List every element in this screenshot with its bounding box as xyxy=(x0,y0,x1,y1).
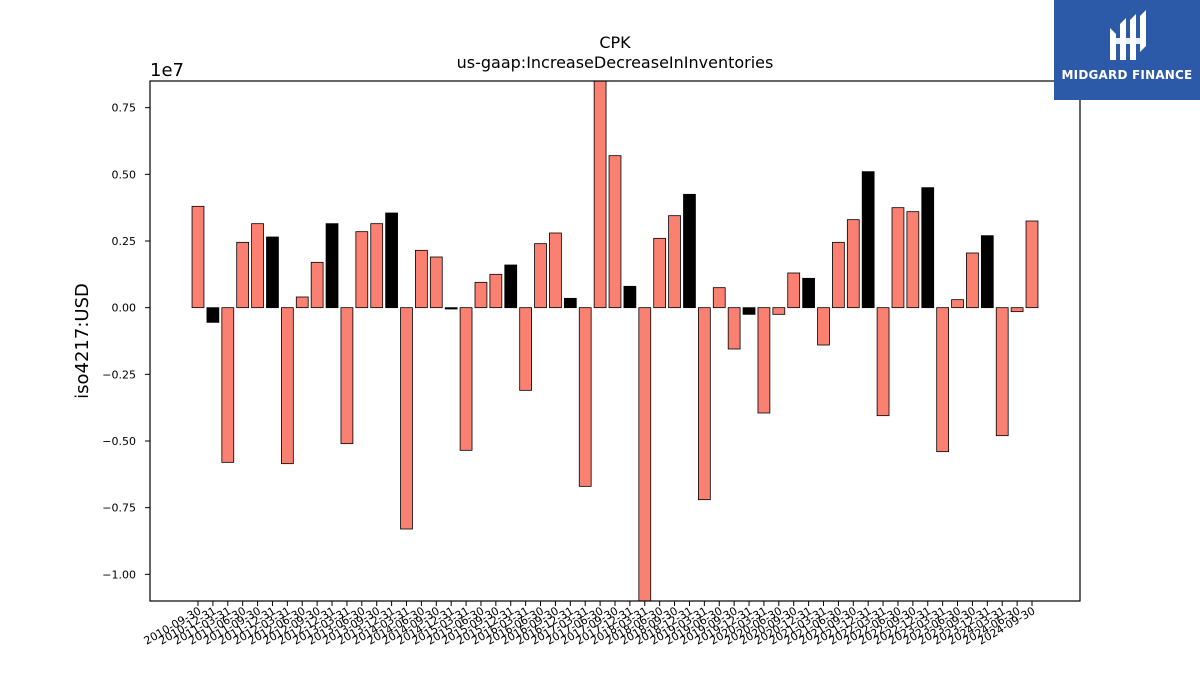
bar-2019-06-30 xyxy=(712,287,726,309)
bar-2016-12-31 xyxy=(563,297,577,309)
bar-2013-12-31 xyxy=(385,212,398,309)
bar-2014-12-31 xyxy=(444,307,458,310)
bar-2019-12-31 xyxy=(742,307,756,315)
bar-2012-03-31 xyxy=(280,307,294,465)
bar-2020-06-30 xyxy=(772,307,786,315)
y-tick-label: 0.75 xyxy=(112,102,137,115)
chart-subtitle: us-gaap:IncreaseDecreaseInInventories xyxy=(457,53,774,72)
bar-2023-09-30 xyxy=(966,252,979,309)
bar-2015-03-31 xyxy=(459,307,473,451)
bar-2022-06-30 xyxy=(891,207,905,309)
bar-2020-03-31 xyxy=(757,307,771,414)
bar-2015-12-31 xyxy=(504,264,518,309)
y-tick-label: −1.00 xyxy=(102,568,136,581)
bar-2011-09-30 xyxy=(251,223,264,309)
bar-2019-09-30 xyxy=(727,307,741,350)
bar-2013-06-30 xyxy=(355,231,369,309)
y-tick-label: −0.75 xyxy=(102,502,136,515)
plot-frame xyxy=(149,80,1081,602)
y-axis: 0.75 0.50 0.25 0.00 −0.25 −0.50 −0.75 −1.00 xyxy=(102,102,150,581)
bar-2018-06-30 xyxy=(653,237,667,309)
y-axis-label: iso4217:USD xyxy=(72,283,93,399)
bar-2010-12-31 xyxy=(206,307,220,323)
midgard-logo-icon xyxy=(1110,10,1146,60)
bar-2017-06-30 xyxy=(593,80,607,309)
bar-2018-09-30 xyxy=(668,215,681,309)
y-tick-label: 0.50 xyxy=(112,168,137,181)
bar-2024-09-30 xyxy=(1025,220,1039,309)
bar-2016-09-30 xyxy=(549,232,562,309)
x-axis: 2010-09-302010-12-312011-03-312011-06-30… xyxy=(142,601,1038,648)
bar-2018-03-31 xyxy=(638,307,652,602)
bar-2023-12-31 xyxy=(980,235,994,309)
chart-title: CPK xyxy=(599,33,631,52)
y-tick-label: −0.25 xyxy=(102,368,136,381)
bar-2021-06-30 xyxy=(832,241,845,309)
bar-2020-12-31 xyxy=(802,277,815,309)
y-axis-offset-label: 1e7 xyxy=(150,60,184,81)
bar-2014-09-30 xyxy=(429,256,443,309)
bar-2024-03-31 xyxy=(995,307,1009,437)
bars-group xyxy=(191,80,1039,602)
bar-2017-03-31 xyxy=(578,307,592,487)
bar-2022-12-31 xyxy=(921,187,935,309)
bar-2019-03-31 xyxy=(698,307,711,501)
y-tick-label: −0.50 xyxy=(102,435,136,448)
bar-2022-09-30 xyxy=(906,211,920,309)
bar-2012-06-30 xyxy=(295,296,309,309)
logo-text: MIDGARD FINANCE xyxy=(1061,68,1193,82)
bar-2018-12-31 xyxy=(683,193,696,309)
bar-2013-09-30 xyxy=(370,223,384,309)
bar-2021-09-30 xyxy=(846,219,860,309)
bar-2022-03-31 xyxy=(876,307,890,417)
y-tick-label: 0.00 xyxy=(112,302,137,315)
bar-2021-12-31 xyxy=(861,171,875,309)
bar-2012-12-31 xyxy=(325,223,339,309)
bar-2014-03-31 xyxy=(400,307,413,530)
bar-2011-12-31 xyxy=(266,236,279,309)
bar-2010-09-30 xyxy=(191,205,205,309)
bar-2014-06-30 xyxy=(415,249,428,309)
bar-2011-06-30 xyxy=(236,241,250,309)
bar-2012-09-30 xyxy=(310,261,324,309)
bar-2016-03-31 xyxy=(519,307,533,391)
bar-2015-09-30 xyxy=(489,273,503,309)
bar-2017-12-31 xyxy=(623,285,637,309)
brand-logo: MIDGARD FINANCE xyxy=(1054,0,1200,100)
bar-2016-06-30 xyxy=(534,243,547,309)
y-tick-label: 0.25 xyxy=(112,235,137,248)
bar-2023-06-30 xyxy=(951,299,964,309)
bar-2017-09-30 xyxy=(608,155,622,309)
bar-2021-03-31 xyxy=(817,307,830,346)
bar-2015-06-30 xyxy=(474,281,488,309)
bar-2013-03-31 xyxy=(340,307,354,445)
bar-2011-03-31 xyxy=(221,307,235,463)
bar-2023-03-31 xyxy=(936,307,950,453)
bar-2024-06-30 xyxy=(1010,307,1024,313)
bar-2020-09-30 xyxy=(787,272,801,309)
